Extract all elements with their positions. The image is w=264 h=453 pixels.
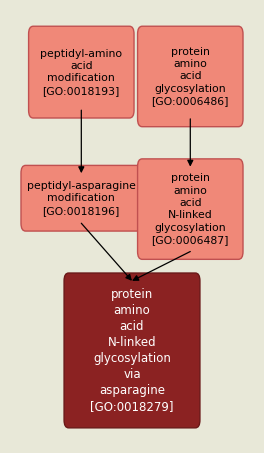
FancyBboxPatch shape	[138, 159, 243, 259]
FancyBboxPatch shape	[138, 26, 243, 127]
FancyBboxPatch shape	[64, 273, 200, 428]
Text: protein
amino
acid
N-linked
glycosylation
via
asparagine
[GO:0018279]: protein amino acid N-linked glycosylatio…	[90, 288, 174, 413]
FancyBboxPatch shape	[21, 165, 142, 231]
Text: protein
amino
acid
glycosylation
[GO:0006486]: protein amino acid glycosylation [GO:000…	[152, 47, 229, 106]
FancyBboxPatch shape	[29, 26, 134, 118]
Text: peptidyl-amino
acid
modification
[GO:0018193]: peptidyl-amino acid modification [GO:001…	[40, 48, 122, 96]
Text: protein
amino
acid
N-linked
glycosylation
[GO:0006487]: protein amino acid N-linked glycosylatio…	[152, 173, 229, 245]
Text: peptidyl-asparagine
modification
[GO:0018196]: peptidyl-asparagine modification [GO:001…	[27, 181, 136, 216]
